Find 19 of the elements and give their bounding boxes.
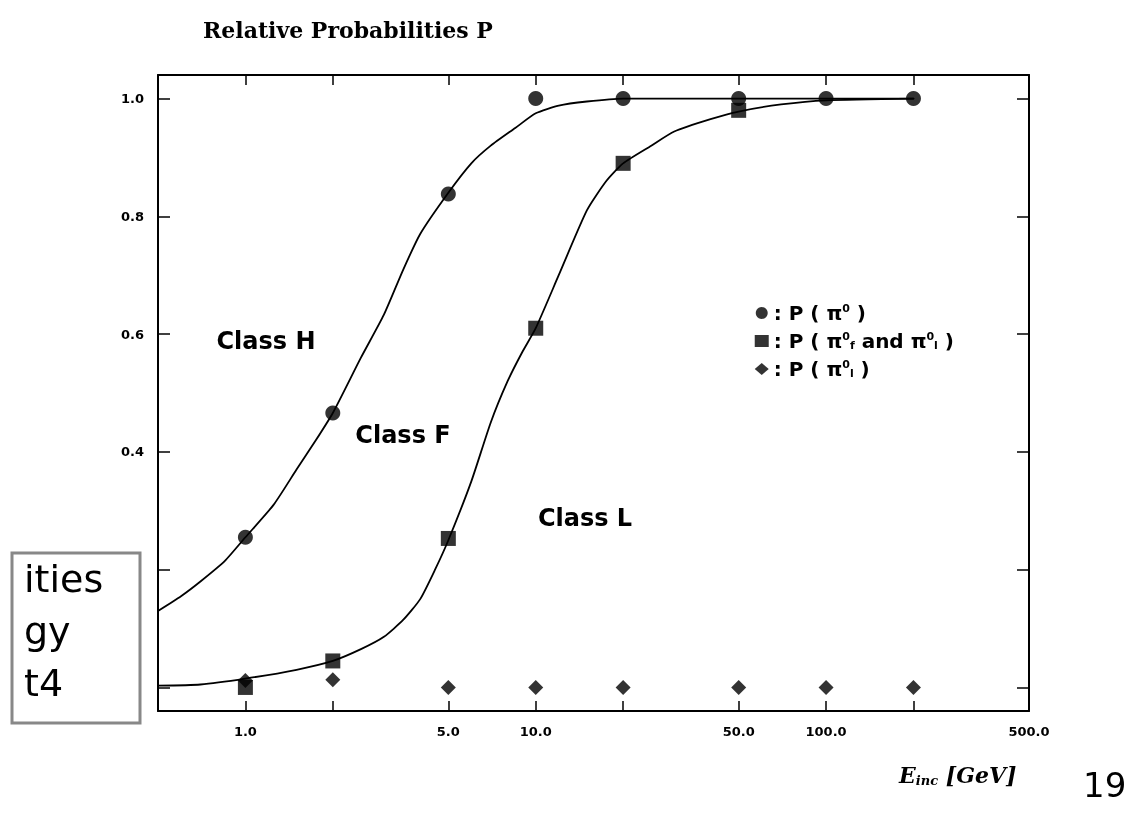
x-axis-title: Einc [GeV] <box>898 762 1017 788</box>
text: t4 <box>24 661 64 705</box>
x-tick-label: 1.0 <box>233 724 257 739</box>
y-tick-label: 0.6 <box>120 326 144 342</box>
x-tick-label: 50.0 <box>722 724 755 739</box>
y-tick-label: 1.0 <box>120 91 144 107</box>
annotation: Class L <box>537 504 633 532</box>
x-tick-label: 5.0 <box>436 724 460 739</box>
y-tick-label: 0.8 <box>120 208 144 224</box>
x-tick-label: 500.0 <box>1008 724 1050 739</box>
x-tick-label: 10.0 <box>519 724 552 739</box>
x-tick-label: 100.0 <box>805 724 847 739</box>
annotation: Class F <box>355 421 451 449</box>
y-tick-label: 0.4 <box>120 444 144 460</box>
chart-title: Relative Probabilities P <box>203 17 493 43</box>
text: 19 <box>1083 765 1127 805</box>
annotation: Class H <box>216 327 316 355</box>
text: gy <box>24 609 71 653</box>
text: ities <box>24 557 104 601</box>
